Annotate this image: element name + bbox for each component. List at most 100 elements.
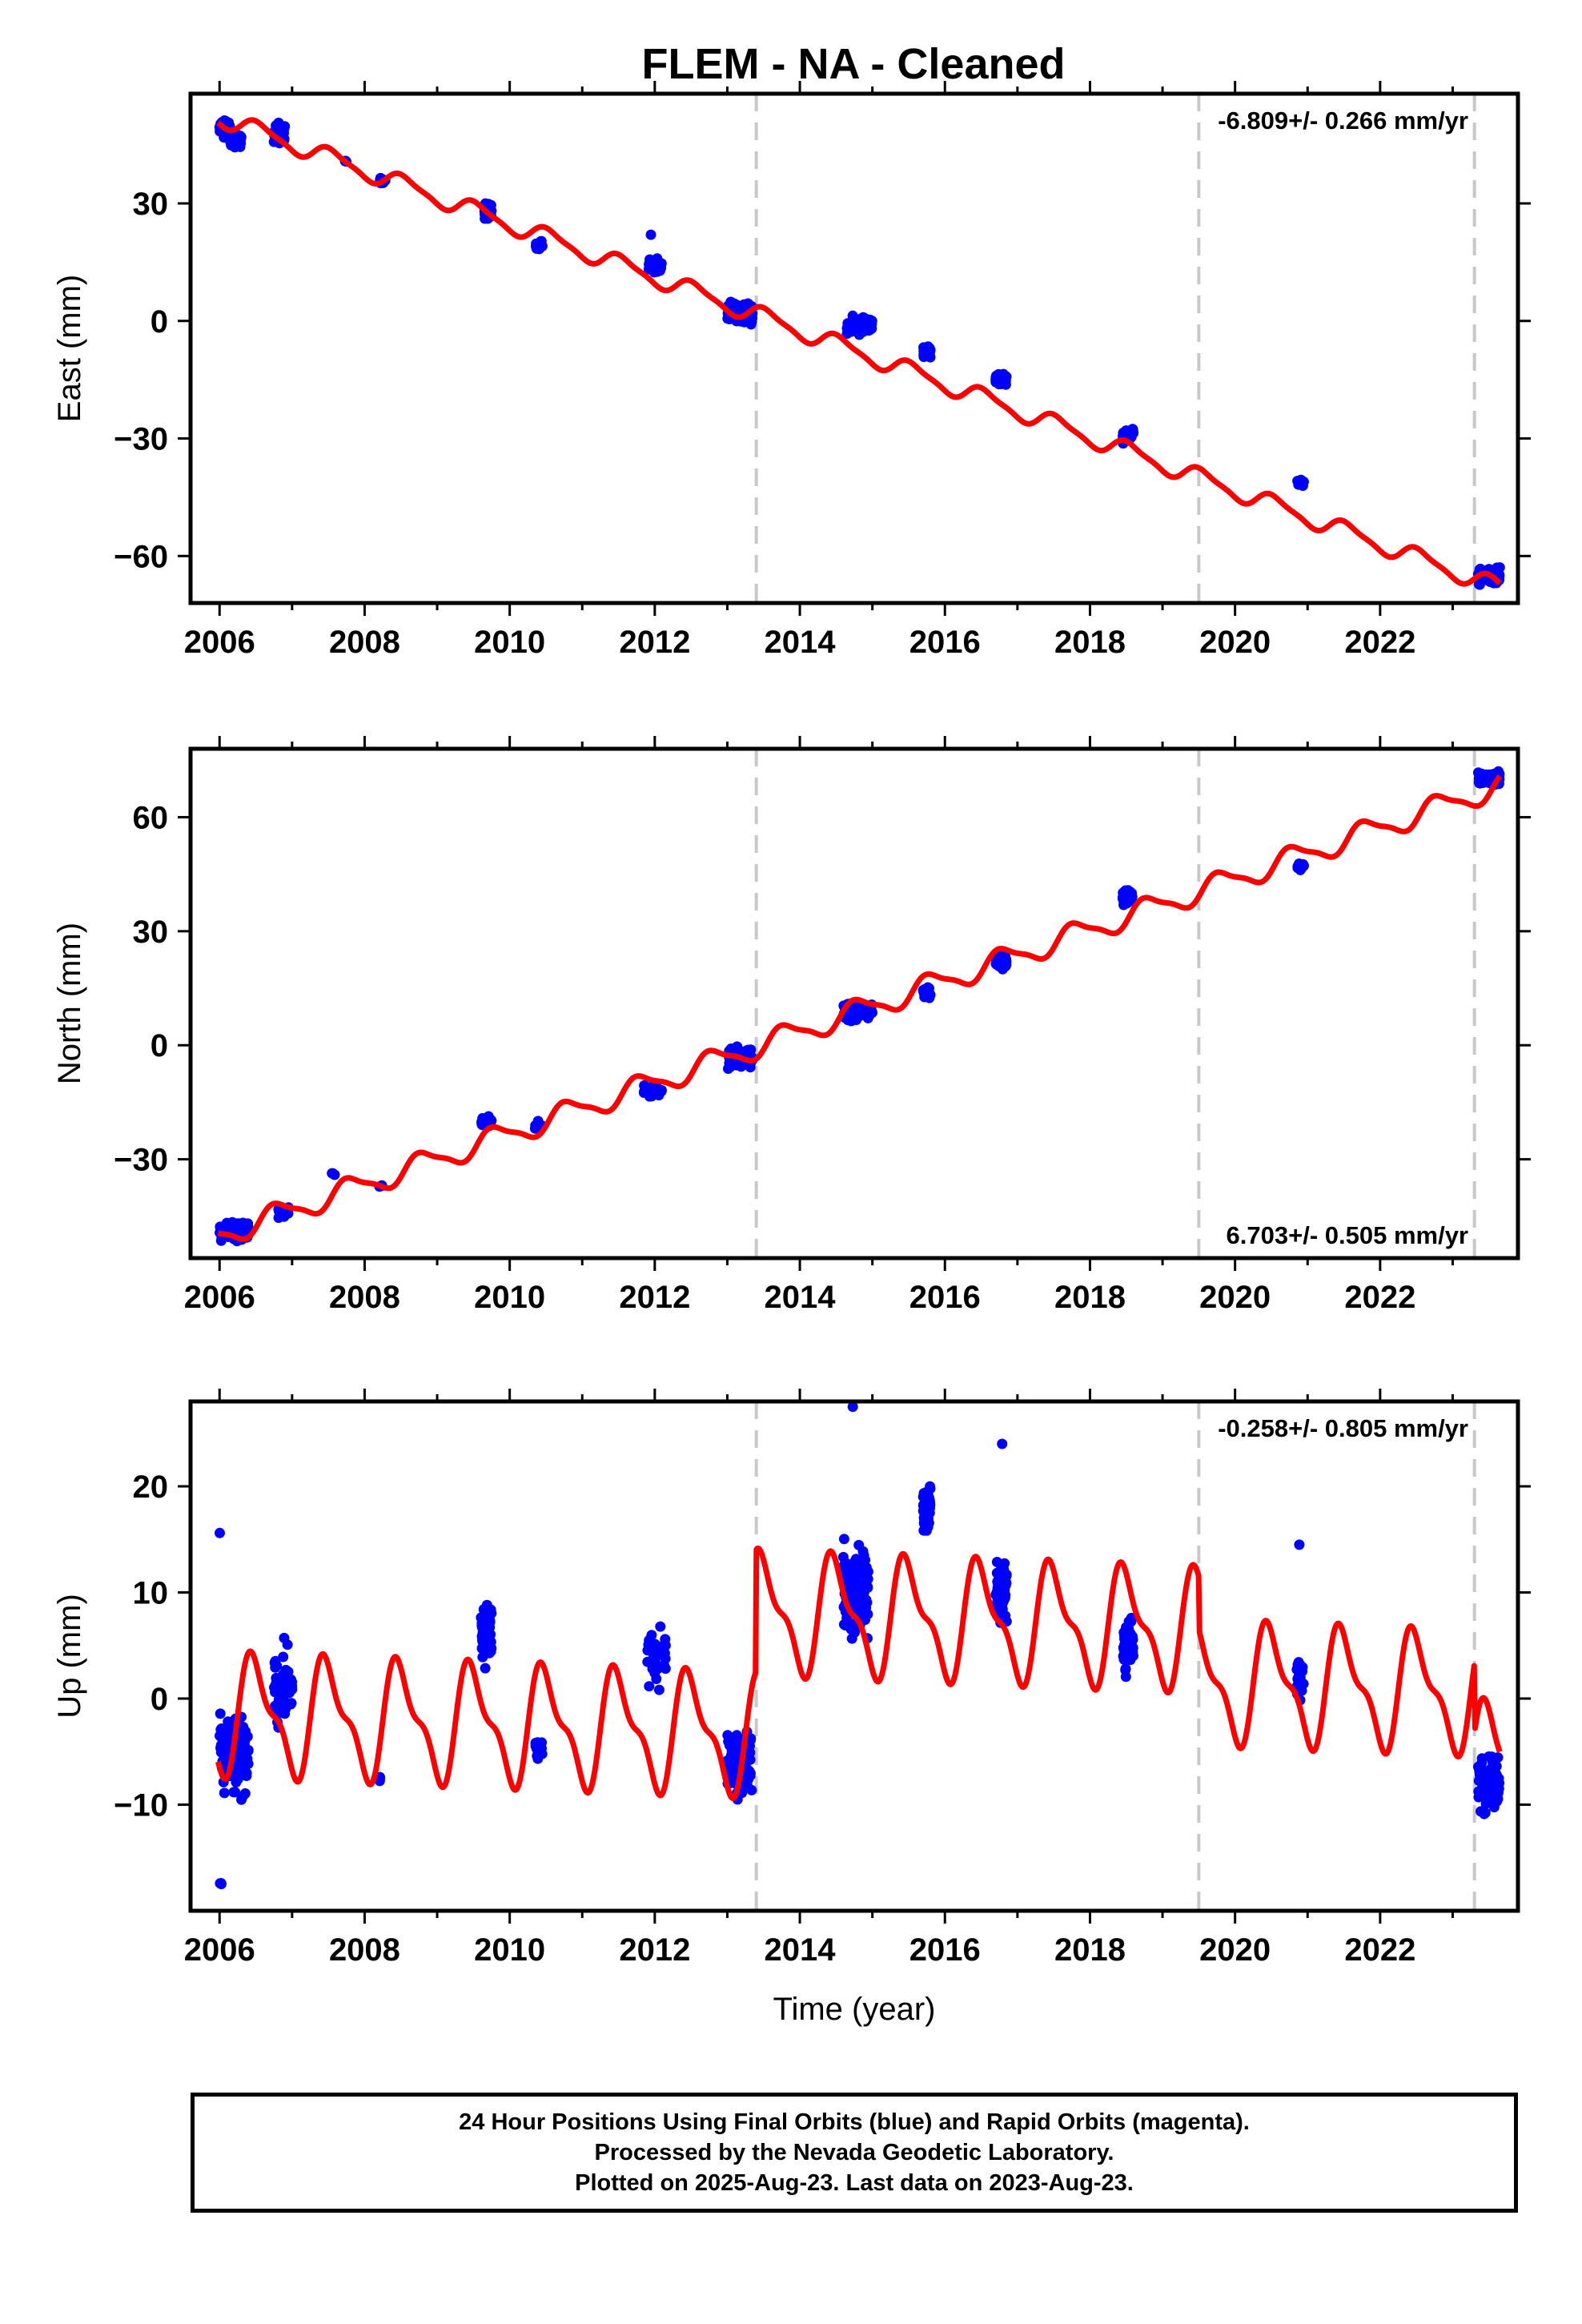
obs-point	[857, 1597, 869, 1608]
obs-point	[838, 1534, 849, 1545]
obs-point	[477, 1117, 488, 1128]
y-tick-label: 20	[133, 1470, 169, 1505]
obs-point	[1476, 1791, 1487, 1802]
x-tick-label: 2020	[1199, 1932, 1271, 1968]
panel-up: 2006 2008 2010 2012 2014 2016 2018 2020 2022−100…	[52, 1389, 1531, 2027]
obs-point	[745, 1748, 755, 1759]
obs-point	[374, 1774, 385, 1785]
obs-point	[863, 324, 874, 335]
obs-point	[1294, 1539, 1305, 1550]
obs-point	[847, 1006, 858, 1017]
obs-point	[215, 1527, 225, 1538]
x-tick-label: 2006	[184, 1280, 255, 1315]
obs-point	[215, 1878, 227, 1889]
obs-point	[231, 1766, 242, 1777]
y-axis-label-east: East (mm)	[52, 275, 87, 422]
y-axis-label-up: Up (mm)	[52, 1594, 87, 1719]
y-tick-label: −10	[114, 1788, 168, 1823]
obs-point	[484, 1643, 495, 1655]
y-tick-label: 60	[133, 800, 169, 835]
obs-point	[1124, 1653, 1135, 1664]
obs-point	[532, 1751, 543, 1762]
x-tick-label: 2008	[329, 1280, 400, 1315]
obs-point	[240, 1224, 251, 1235]
obs-point	[991, 1557, 1002, 1567]
footer-line-2: Processed by the Nevada Geodetic Laborat…	[594, 2140, 1114, 2165]
x-tick-label: 2014	[765, 625, 837, 660]
footer-line-3: Plotted on 2025-Aug-23. Last data on 202…	[575, 2170, 1134, 2196]
obs-point	[1121, 1622, 1132, 1633]
obs-point	[1472, 767, 1484, 778]
obs-point	[1296, 476, 1307, 488]
obs-point	[215, 1235, 227, 1246]
obs-point	[282, 1639, 293, 1651]
obs-point	[653, 1684, 665, 1695]
obs-point	[1297, 1666, 1307, 1677]
obs-point	[644, 257, 655, 268]
obs-point	[994, 960, 1005, 971]
x-tick-label: 2018	[1054, 625, 1126, 660]
x-tick-label: 2022	[1344, 1932, 1415, 1968]
obs-point	[477, 1651, 488, 1663]
obs-point	[741, 1776, 753, 1787]
model-curve-north	[216, 774, 1503, 1242]
obs-point	[652, 1661, 664, 1671]
obs-point	[280, 1697, 291, 1708]
x-tick-label: 2006	[184, 625, 255, 660]
obs-point	[921, 344, 931, 356]
obs-point	[730, 1059, 741, 1070]
obs-point	[215, 1708, 226, 1719]
obs-point	[845, 1623, 857, 1634]
obs-point	[238, 1723, 249, 1735]
obs-point	[271, 1660, 283, 1671]
x-tick-label: 2012	[619, 625, 690, 660]
y-tick-label: −30	[114, 422, 168, 457]
obs-point	[848, 1582, 859, 1593]
x-tick-label: 2018	[1054, 1932, 1126, 1968]
obs-point	[535, 1739, 546, 1750]
x-tick-label: 2020	[1199, 1280, 1271, 1315]
obs-point	[1486, 1751, 1497, 1763]
obs-point	[481, 1608, 492, 1619]
obs-point	[645, 229, 656, 240]
obs-point	[993, 1603, 1004, 1614]
obs-point	[997, 1438, 1008, 1449]
obs-point	[1295, 1675, 1306, 1687]
obs-point	[649, 1638, 661, 1650]
x-tick-label: 2008	[329, 625, 400, 660]
x-tick-label: 2014	[765, 1932, 837, 1968]
y-tick-label: −30	[114, 1143, 168, 1178]
obs-point	[994, 1578, 1005, 1590]
x-tick-label: 2010	[474, 625, 545, 660]
obs-point	[239, 1788, 251, 1799]
obs-point	[1484, 1774, 1496, 1784]
obs-point	[283, 1667, 294, 1677]
panel-north: 2006 2008 2010 2012 2014 2016 2018 2020 2022 −30 0…	[52, 736, 1531, 1315]
obs-point	[1121, 1632, 1132, 1643]
obs-point	[653, 1085, 665, 1096]
y-tick-label: 0	[151, 1028, 168, 1063]
observations-north	[215, 766, 1505, 1247]
obs-point	[853, 318, 865, 329]
footer-line-1: 24 Hour Positions Using Final Orbits (bl…	[459, 2109, 1250, 2135]
obs-point	[857, 1556, 868, 1567]
x-tick-label: 2008	[329, 1932, 400, 1968]
obs-point	[853, 1539, 865, 1550]
model-curve-up	[215, 1545, 1503, 1801]
obs-point	[278, 1683, 289, 1695]
rate-annotation-up: -0.258+/- 0.805 mm/yr	[1218, 1414, 1468, 1442]
obs-point	[1126, 891, 1138, 903]
obs-point	[644, 1681, 655, 1692]
obs-point	[1476, 1757, 1488, 1768]
y-axis-label-north: North (mm)	[52, 923, 87, 1084]
obs-point	[925, 1497, 936, 1508]
obs-point	[221, 1217, 232, 1228]
obs-point	[476, 1620, 488, 1631]
rate-annotation-east: -6.809+/- 0.266 mm/yr	[1218, 107, 1468, 135]
obs-point	[220, 1733, 231, 1743]
obs-point	[533, 239, 544, 251]
x-tick-label: 2012	[619, 1932, 690, 1968]
obs-point	[329, 1169, 340, 1180]
obs-point	[839, 1559, 849, 1570]
